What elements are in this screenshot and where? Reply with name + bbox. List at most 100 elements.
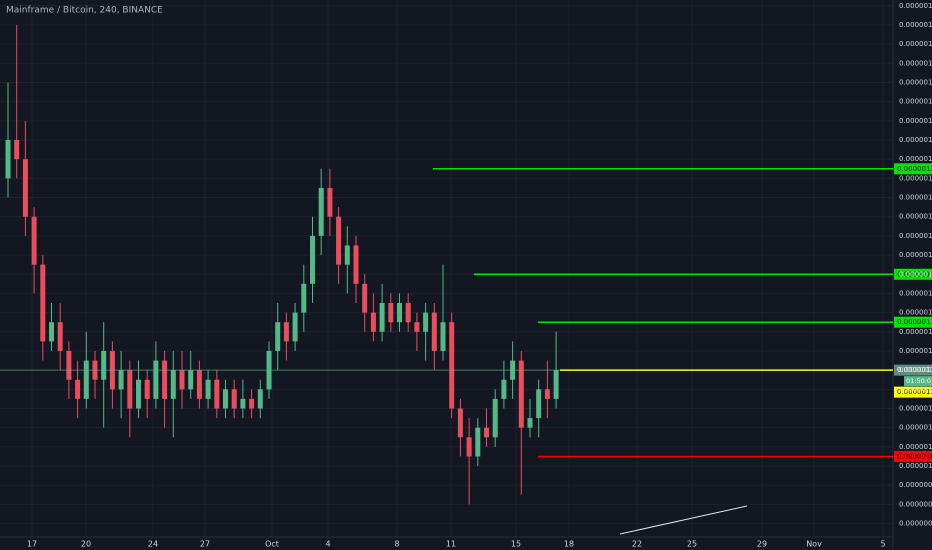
- x-tick-label: 24: [148, 540, 158, 549]
- x-tick-label: 15: [511, 540, 521, 549]
- level-label: 0.00000131: [897, 165, 932, 173]
- candle-body: [379, 303, 385, 332]
- candle-body: [179, 370, 185, 390]
- y-tick-label: 0.00000120: [899, 270, 932, 278]
- candle-body: [457, 408, 463, 438]
- x-tick-label: 17: [27, 540, 37, 549]
- candle-body: [397, 303, 402, 323]
- candle-body: [40, 264, 46, 342]
- y-tick-label: 0.00000136: [899, 117, 932, 125]
- candle-body: [405, 303, 411, 323]
- level-label-box: [894, 268, 932, 280]
- countdown-box: [904, 376, 932, 387]
- candle-body: [484, 427, 489, 438]
- y-tick-label: 0.00000094: [899, 520, 932, 528]
- y-tick-label: 0.00000114: [899, 328, 932, 336]
- candle-body: [136, 379, 141, 409]
- candle-body: [249, 398, 255, 409]
- candle-body: [22, 159, 28, 217]
- candle-body: [75, 379, 81, 399]
- x-tick-label: Oct: [265, 540, 279, 549]
- y-tick-label: 0.00000124: [899, 232, 932, 240]
- last-price-label: 0.00000110: [897, 366, 932, 374]
- y-tick-label: 0.00000096: [899, 500, 932, 508]
- x-tick-label: 29: [757, 540, 767, 549]
- y-tick-label: 0.00000128: [899, 194, 932, 202]
- x-tick-label: 8: [394, 540, 399, 549]
- candle-body: [162, 360, 168, 399]
- candle-body: [57, 322, 63, 351]
- candle-body: [240, 398, 246, 409]
- candle-body: [144, 379, 150, 399]
- candle-body: [275, 322, 281, 351]
- y-tick-label: 0.00000138: [899, 98, 932, 106]
- candle-body: [231, 389, 237, 409]
- candles: [5, 24, 559, 505]
- candle-body: [310, 235, 315, 284]
- candle-body: [327, 187, 333, 217]
- candle-body: [414, 322, 420, 332]
- candle-body: [283, 322, 289, 342]
- y-tick-label: 0.00000146: [899, 21, 932, 29]
- countdown-label: 01:50:07: [906, 377, 932, 385]
- x-tick-label: 4: [325, 540, 330, 549]
- y-tick-label: 0.00000122: [899, 251, 932, 259]
- x-tick-label: 11: [446, 540, 456, 549]
- candle-body: [118, 370, 124, 390]
- candle-body: [5, 140, 11, 179]
- x-tick-label: 18: [564, 540, 574, 549]
- candle-body: [196, 370, 202, 399]
- candle-body: [83, 360, 89, 399]
- candle-body: [440, 322, 446, 351]
- candle-body: [127, 370, 133, 409]
- x-tick-label: 20: [81, 540, 91, 549]
- level-label-box: [894, 316, 932, 328]
- level-label: 0.00000120: [897, 270, 932, 278]
- candle-body: [518, 360, 524, 428]
- candle-body: [370, 312, 376, 332]
- y-tick-label: 0.00000112: [899, 347, 932, 355]
- last-price-box: [894, 364, 932, 376]
- y-tick-label: 0.00000108: [899, 385, 932, 393]
- level-label-box: [894, 450, 932, 462]
- candle-body: [423, 312, 429, 332]
- candle-body: [301, 283, 307, 313]
- level-label-box: [894, 386, 932, 398]
- candle-body: [205, 379, 211, 399]
- y-tick-label: 0.00000134: [899, 136, 932, 144]
- x-tick-label: 22: [632, 540, 642, 549]
- level-label: 0.00000115: [897, 318, 932, 326]
- y-tick-label: 0.00000142: [899, 59, 932, 67]
- candle-body: [501, 379, 507, 399]
- y-tick-label: 0.00000148: [899, 2, 932, 10]
- candle-body: [536, 389, 542, 419]
- candle-body: [257, 389, 263, 409]
- y-tick-label: 0.00000110: [899, 366, 932, 374]
- candle-body: [344, 245, 350, 265]
- y-tick-label: 0.00000118: [899, 289, 932, 297]
- candle-body: [475, 427, 481, 457]
- levels: 0.00000131 0.00000120 0.00000115 0.00000110…: [0, 163, 932, 462]
- candle-body: [336, 216, 342, 265]
- level-label-box: [894, 163, 932, 175]
- candle-body: [492, 398, 498, 438]
- candle-body: [431, 312, 437, 351]
- y-tick-label: 0.00000106: [899, 405, 932, 413]
- candle-body: [49, 322, 54, 342]
- candle-body: [14, 140, 20, 160]
- y-tick-label: 0.00000102: [899, 443, 932, 451]
- candle-body: [318, 187, 324, 236]
- y-tick-label: 0.00000140: [899, 78, 932, 86]
- level-label: 0.00000110: [897, 388, 932, 396]
- x-tick-label: Nov: [806, 540, 822, 549]
- y-tick-label: 0.00000116: [899, 309, 932, 317]
- candle-body: [466, 437, 472, 457]
- y-tick-label: 0.00000130: [899, 174, 932, 182]
- x-tick-label: 5: [880, 540, 885, 549]
- candle-body: [31, 216, 37, 265]
- x-tick-label: 25: [687, 540, 697, 549]
- candle-body: [362, 283, 368, 313]
- trend-line: [619, 505, 748, 535]
